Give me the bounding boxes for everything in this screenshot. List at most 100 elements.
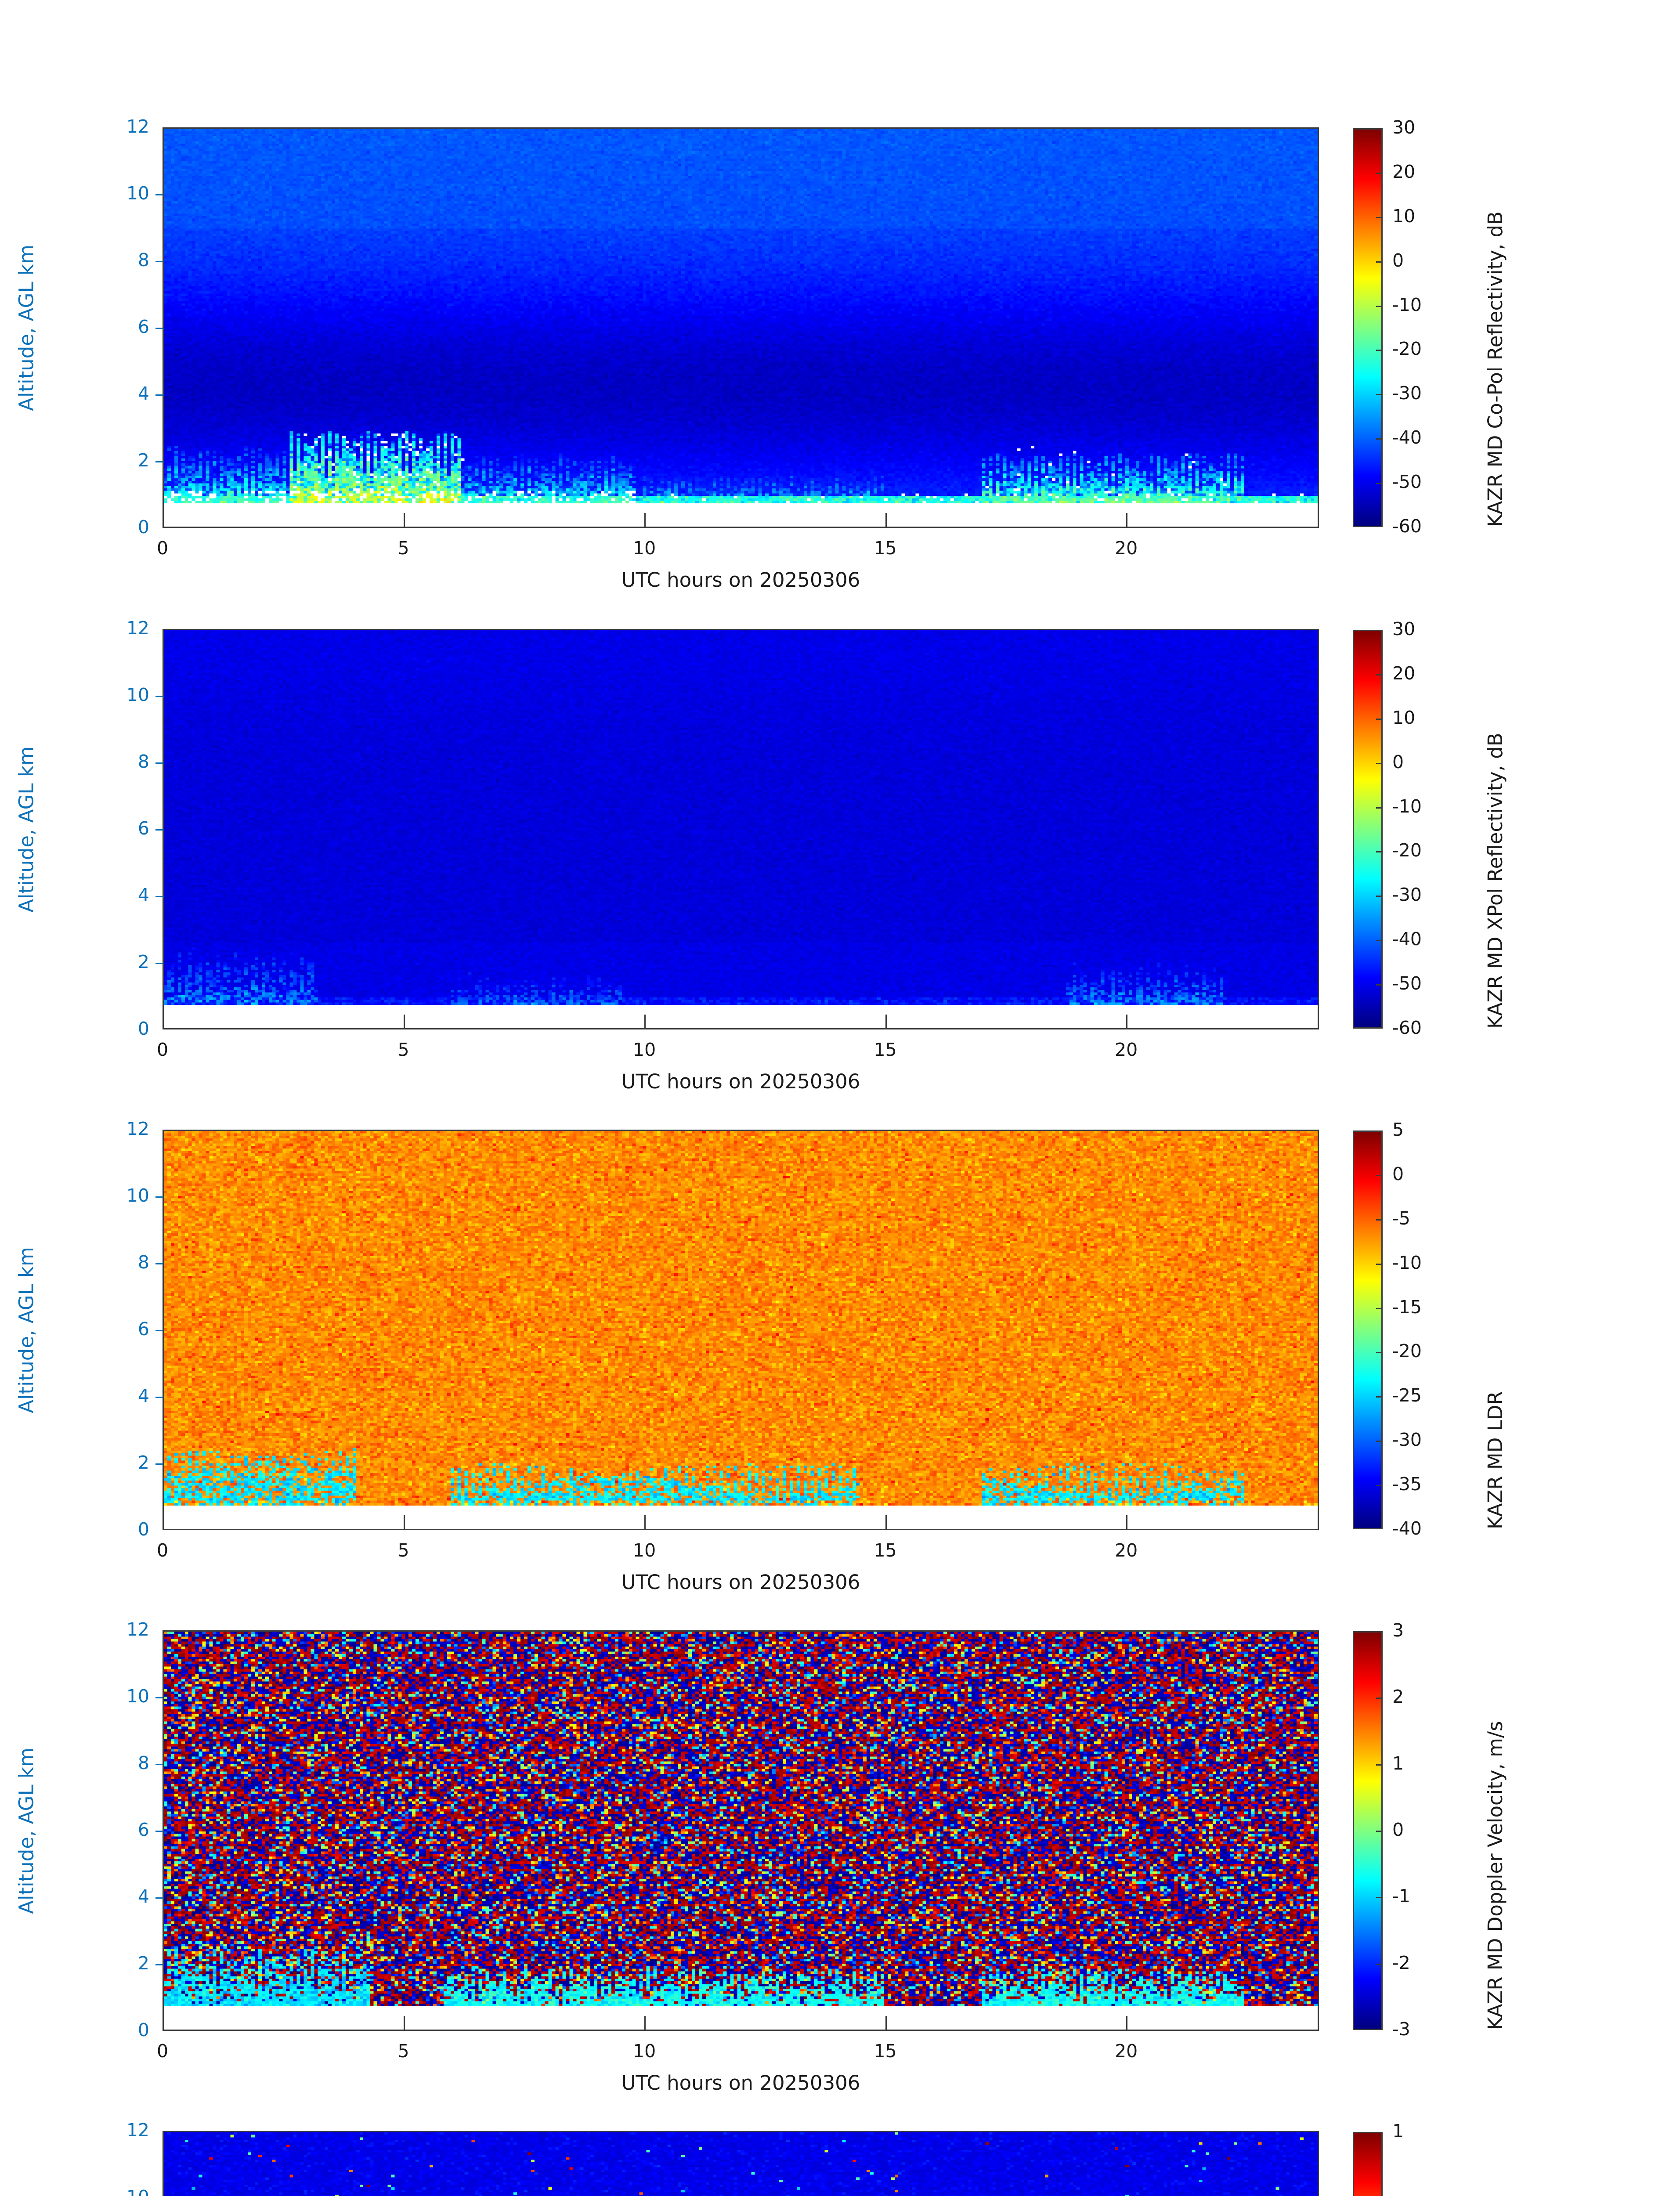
colorbar-tick-label: 0 <box>1392 249 1404 271</box>
y-tick-label: 10 <box>126 1686 149 1707</box>
y-tick-label: 0 <box>137 1018 149 1039</box>
plot-panel-0: 0 2 4 6 8 10 12 Altitude, AGL km 0 5 10 15 20 UTC hou… <box>0 105 1680 606</box>
colorbar-title: KAZR MD XPol Reflectivity, dB <box>1484 733 1507 1029</box>
y-tick-mark <box>155 1897 163 1899</box>
colorbar-tick-mark <box>1376 438 1383 440</box>
colorbar-tick-mark <box>1376 674 1383 675</box>
colorbar-tick-label: 10 <box>1392 205 1416 227</box>
colorbar-title: KAZR MD Co-Pol Reflectivity, dB <box>1484 211 1507 527</box>
y-tick-label: 6 <box>137 1819 149 1840</box>
heatmap-raster <box>164 1632 1318 2007</box>
x-tick-mark <box>885 2016 887 2031</box>
y-tick-label: 6 <box>137 818 149 839</box>
y-tick-mark <box>155 1697 163 1698</box>
x-axis-title: UTC hours on 20250306 <box>621 568 860 592</box>
colorbar-tick-label: -5 <box>1392 1207 1410 1229</box>
colorbar-tick-mark <box>1376 762 1383 764</box>
y-tick-mark <box>155 1263 163 1264</box>
colorbar-tick-label: -50 <box>1392 973 1422 994</box>
heatmap-canvas <box>164 1131 1318 1506</box>
y-tick-mark <box>155 394 163 396</box>
x-tick-mark <box>644 513 646 528</box>
colorbar-tick-mark <box>1376 1307 1383 1309</box>
x-tick-label: 5 <box>397 538 409 559</box>
colorbar-tick-label: -10 <box>1392 795 1422 817</box>
colorbar-tick-label: 0 <box>1392 1819 1404 1840</box>
colorbar-tick-mark <box>1376 261 1383 263</box>
x-axis-title: UTC hours on 20250306 <box>621 1070 860 1093</box>
colorbar-tick-mark <box>1376 807 1383 809</box>
x-tick-label: 15 <box>874 538 897 559</box>
colorbar-tick-label: 30 <box>1392 117 1416 138</box>
x-tick-mark <box>1126 1515 1128 1530</box>
colorbar-tick-label: 0 <box>1392 1163 1404 1185</box>
x-tick-label: 15 <box>874 2041 897 2062</box>
y-tick-mark <box>155 328 163 329</box>
plot-panel-2: 0 2 4 6 8 10 12 Altitude, AGL km 0 5 10 15 20 UTC hou… <box>0 1108 1680 1608</box>
colorbar-title: KAZR MD LDR <box>1484 1391 1507 1529</box>
colorbar <box>1353 630 1383 1029</box>
x-tick-mark <box>1126 1015 1128 1029</box>
x-tick-label: 20 <box>1115 2041 1138 2062</box>
x-axis-title: UTC hours on 20250306 <box>621 1571 860 1594</box>
colorbar-tick-mark <box>1376 1831 1383 1832</box>
x-axis-title: UTC hours on 20250306 <box>621 2071 860 2095</box>
y-tick-label: 4 <box>137 1385 149 1406</box>
axes-area <box>163 1130 1319 1530</box>
x-tick-label: 10 <box>632 538 656 559</box>
y-tick-label: 0 <box>137 2019 149 2041</box>
y-tick-label: 2 <box>137 1452 149 1473</box>
x-tick-label: 10 <box>632 2041 656 2062</box>
colorbar-tick-mark <box>1376 1897 1383 1899</box>
x-tick-mark <box>1126 513 1128 528</box>
x-tick-mark <box>403 513 405 528</box>
colorbar-tick-label: -40 <box>1392 427 1422 448</box>
y-tick-mark <box>155 1397 163 1398</box>
x-tick-label: 10 <box>632 1540 656 1561</box>
y-tick-mark <box>155 1330 163 1331</box>
colorbar-tick-label: -30 <box>1392 383 1422 404</box>
y-tick-label: 0 <box>137 1519 149 1540</box>
x-tick-mark <box>885 1015 887 1029</box>
y-tick-label: 6 <box>137 316 149 337</box>
x-tick-mark <box>1126 2016 1128 2031</box>
x-tick-mark <box>885 1515 887 1530</box>
colorbar-tick-label: -20 <box>1392 338 1422 360</box>
colorbar-tick-label: -60 <box>1392 516 1422 537</box>
y-tick-mark <box>155 762 163 764</box>
x-tick-mark <box>403 1015 405 1029</box>
colorbar-tick-label: -40 <box>1392 928 1422 950</box>
colorbar-tick-mark <box>1376 1963 1383 1965</box>
x-tick-label: 5 <box>397 1039 409 1060</box>
x-tick-label: 15 <box>874 1039 897 1060</box>
y-tick-mark <box>155 1463 163 1465</box>
colorbar-tick-label: -30 <box>1392 884 1422 906</box>
y-tick-mark <box>155 1196 163 1198</box>
y-tick-label: 4 <box>137 383 149 404</box>
x-tick-mark <box>644 1015 646 1029</box>
heatmap-raster <box>164 630 1318 1005</box>
axes-area <box>163 2131 1319 2196</box>
colorbar-tick-mark <box>1376 350 1383 351</box>
y-tick-label: 12 <box>126 2120 149 2141</box>
x-tick-label: 0 <box>156 538 169 559</box>
axes-area <box>163 629 1319 1029</box>
colorbar-tick-label: -3 <box>1392 2019 1410 2040</box>
colorbar-tick-mark <box>1376 1698 1383 1699</box>
x-tick-label: 5 <box>397 1540 409 1561</box>
y-tick-mark <box>155 461 163 462</box>
colorbar-tick-mark <box>1376 984 1383 986</box>
x-tick-label: 15 <box>874 1540 897 1561</box>
colorbar-tick-label: 2 <box>1392 1686 1404 1708</box>
y-tick-mark <box>155 963 163 964</box>
y-tick-label: 10 <box>126 1185 149 1206</box>
colorbar-tick-label: -10 <box>1392 1252 1422 1273</box>
colorbar-tick-label: -25 <box>1392 1385 1422 1406</box>
colorbar-tick-label: 10 <box>1392 707 1416 728</box>
y-axis-title: Altitude, AGL km <box>14 746 38 913</box>
colorbar-tick-mark <box>1376 940 1383 942</box>
x-tick-label: 0 <box>156 1540 169 1561</box>
y-axis-title: Altitude, AGL km <box>14 1748 38 1914</box>
heatmap-raster <box>164 129 1318 504</box>
y-tick-label: 2 <box>137 1953 149 1974</box>
